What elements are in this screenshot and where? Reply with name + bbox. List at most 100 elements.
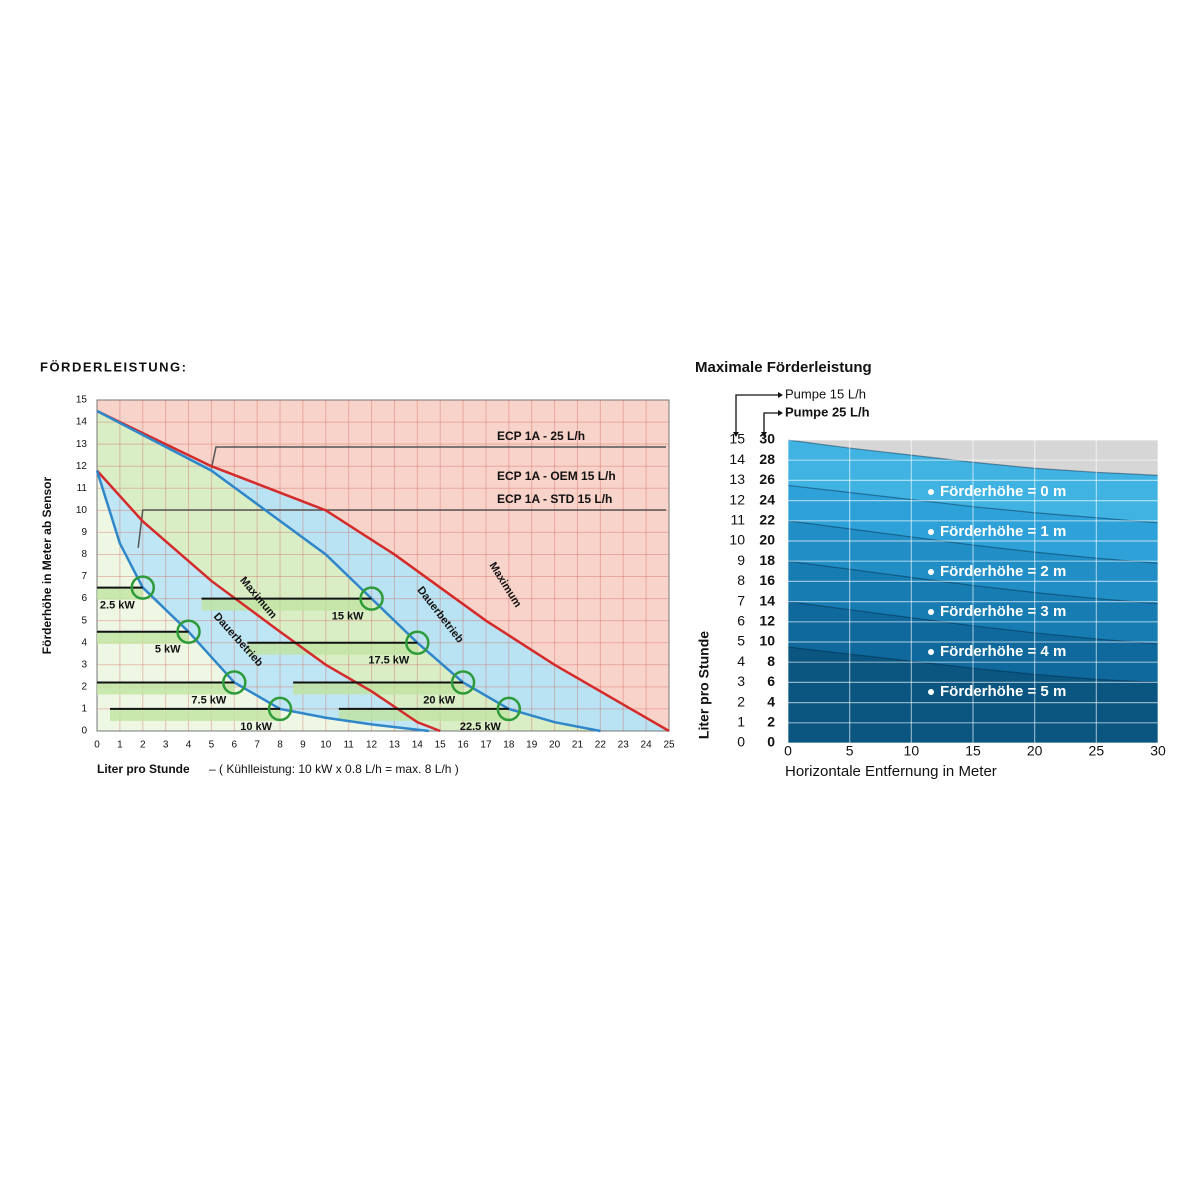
y2-tick-label: 20 — [759, 532, 775, 548]
arrow-heads — [733, 392, 783, 437]
y2-tick-label: 18 — [759, 552, 775, 568]
legend-bullet — [928, 689, 934, 695]
y-tick-label: 4 — [737, 653, 745, 669]
legend-bullet — [928, 569, 934, 575]
operating-point — [222, 670, 247, 695]
point-stripe — [338, 708, 509, 721]
legend-bullet — [928, 489, 934, 495]
point-stripe — [97, 682, 235, 695]
y2-tick-label: 16 — [759, 572, 775, 588]
y-tick-label: 1 — [737, 714, 745, 730]
x-tick-label: 14 — [412, 740, 424, 751]
operating-point — [405, 630, 430, 655]
x-tick-label: 20 — [549, 740, 561, 751]
y-tick-label: 8 — [737, 572, 745, 588]
y-tick-label: 6 — [81, 593, 87, 604]
x-tick-label: 24 — [641, 740, 653, 751]
y2-tick-label: 22 — [759, 512, 775, 528]
x-axis-note: – ( Kühlleistung: 10 kW x 0.8 L/h = max.… — [209, 762, 459, 776]
x-tick-label: 10 — [320, 740, 332, 751]
leader-line — [210, 446, 666, 469]
y-tick-label: 10 — [76, 505, 88, 516]
y2-tick-label: 0 — [767, 734, 775, 750]
y-tick-label: 12 — [76, 461, 88, 472]
y-tick-label: 2 — [737, 693, 745, 709]
y-tick-label: 15 — [729, 431, 745, 447]
band-label: Förderhöhe = 0 m — [940, 483, 1066, 500]
y-tick-label: 3 — [81, 659, 87, 670]
y2-tick-label: 4 — [767, 693, 775, 709]
legend-bullet — [928, 609, 934, 615]
band-label: Förderhöhe = 3 m — [940, 603, 1066, 620]
operating-point — [496, 696, 522, 722]
x-tick-label: 0 — [784, 743, 792, 759]
y2-tick-label: 28 — [759, 451, 775, 467]
y2-tick-label: 12 — [759, 613, 775, 629]
y-tick-label: 0 — [737, 734, 745, 750]
point-stripe — [293, 682, 464, 695]
x-tick-label: 0 — [94, 740, 100, 751]
y-tick-label: 14 — [729, 451, 745, 467]
y-tick-label: 4 — [81, 637, 87, 648]
curve — [96, 409, 670, 733]
point-stripe — [97, 631, 189, 644]
y-tick-label: 9 — [737, 552, 745, 568]
curve-fill — [97, 470, 429, 731]
x-tick-label: 21 — [572, 740, 584, 751]
annotation: ECP 1A - 25 L/h — [497, 429, 585, 443]
annotation: ECP 1A - STD 15 L/h — [497, 492, 612, 506]
x-tick-label: 10 — [904, 743, 920, 759]
x-tick-label: 12 — [366, 740, 378, 751]
x-tick-label: 17 — [480, 740, 492, 751]
y-tick-label: 9 — [81, 527, 87, 538]
operating-point — [450, 670, 476, 695]
y-tick-label: 5 — [81, 615, 87, 626]
y2-tick-label: 30 — [759, 431, 775, 447]
x-tick-label: 15 — [435, 740, 447, 751]
chart-title: Maximale Förderleistung — [695, 359, 872, 376]
y2-tick-label: 8 — [767, 653, 775, 669]
point-stripe — [247, 642, 418, 655]
x-tick-label: 25 — [1089, 743, 1105, 759]
point-label: 2.5 kW — [100, 599, 135, 611]
x-tick-label: 5 — [209, 740, 215, 751]
point-label: 15 kW — [332, 611, 364, 623]
y-tick-label: 11 — [77, 483, 88, 494]
operating-point — [176, 619, 201, 644]
y-tick-label: 14 — [76, 417, 88, 428]
band-label: Förderhöhe = 1 m — [940, 523, 1066, 540]
plot-frame — [96, 399, 670, 732]
curve — [96, 469, 441, 733]
x-tick-label: 15 — [965, 743, 981, 759]
y-tick-label: 7 — [81, 571, 87, 582]
y-tick-label: 12 — [729, 491, 745, 507]
point-label: 20 kW — [423, 694, 455, 706]
point-label: 10 kW — [240, 721, 272, 733]
x-tick-label: 3 — [163, 740, 169, 751]
operating-point — [359, 586, 384, 611]
x-tick-label: 8 — [277, 740, 283, 751]
y2-tick-label: 6 — [767, 673, 775, 689]
y2-tick-label: 14 — [759, 592, 775, 608]
annotation: ECP 1A - OEM 15 L/h — [497, 469, 616, 483]
y2-tick-label: 2 — [767, 714, 775, 730]
x-tick-label: 6 — [231, 740, 237, 751]
y2-axis-title: Pumpe 25 L/h — [785, 404, 870, 419]
y-tick-label: 1 — [81, 704, 87, 715]
chart-title: FÖRDERLEISTUNG: — [40, 359, 187, 374]
x-tick-label: 22 — [595, 740, 607, 751]
point-label: 22.5 kW — [460, 721, 502, 733]
point-label: 17.5 kW — [368, 655, 410, 667]
point-label: 5 kW — [155, 644, 181, 656]
y2-tick-label: 24 — [759, 491, 775, 507]
y-tick-label: 0 — [81, 726, 87, 737]
x-tick-label: 19 — [526, 740, 538, 751]
x-tick-label: 5 — [846, 743, 854, 759]
x-tick-label: 20 — [1027, 743, 1043, 759]
x-tick-label: 11 — [343, 740, 354, 751]
x-tick-label: 1 — [117, 740, 123, 751]
y-tick-label: 10 — [729, 532, 745, 548]
x-tick-label: 16 — [458, 740, 470, 751]
point-stripe — [201, 598, 372, 611]
